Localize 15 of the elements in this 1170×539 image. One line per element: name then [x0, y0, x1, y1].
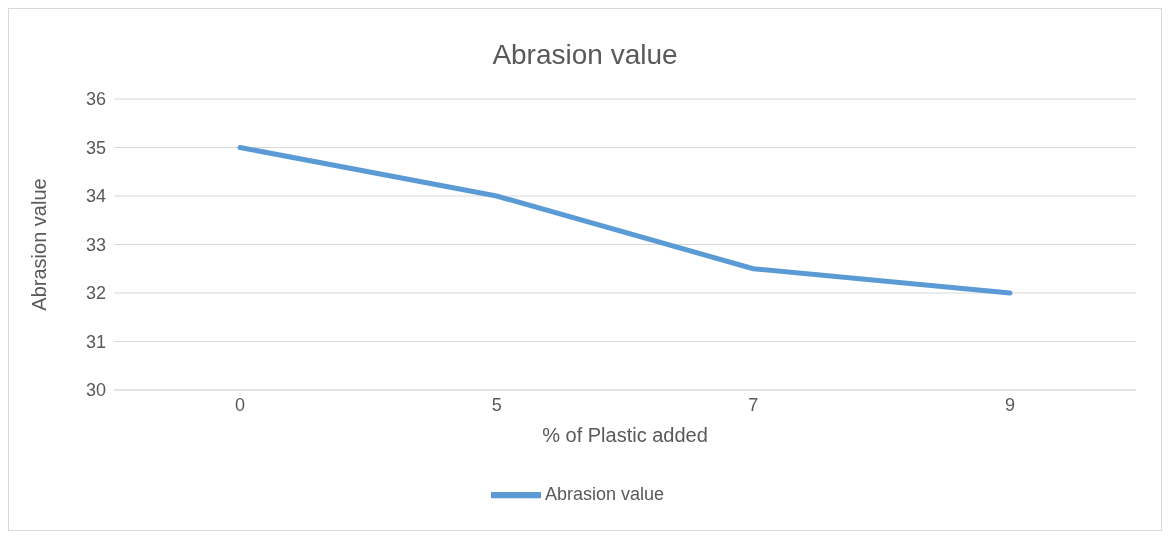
x-tick-label: 0 [234, 394, 246, 415]
y-tick-label: 34 [85, 186, 106, 207]
y-axis-title: Abrasion value [28, 178, 51, 311]
y-tick-label: 36 [85, 89, 106, 110]
y-tick-label: 35 [85, 137, 106, 158]
x-tick-label: 5 [491, 394, 502, 415]
y-tick-label: 33 [85, 234, 106, 255]
chart-title: Abrasion value [491, 39, 679, 71]
legend-label: Abrasion value [544, 483, 665, 504]
x-axis-title: % of Plastic added [542, 424, 708, 446]
x-tick-label: 9 [1004, 394, 1016, 415]
y-tick-label: 30 [85, 380, 106, 401]
y-tick-label: 32 [85, 283, 106, 304]
x-tick-label: 7 [748, 394, 759, 415]
y-tick-label: 31 [85, 331, 106, 352]
